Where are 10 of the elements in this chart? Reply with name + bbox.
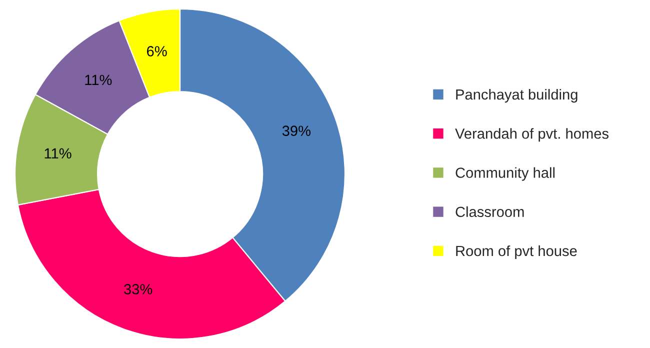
legend-label: Verandah of pvt. homes (455, 128, 609, 142)
data-label: 39% (282, 126, 311, 136)
data-label: 11% (85, 74, 112, 86)
legend-label: Panchayat building (456, 88, 578, 103)
legend-label: Classroom (456, 206, 524, 218)
data-label: 11% (44, 148, 72, 158)
data-label: 33% (124, 284, 152, 294)
legend-label: Room of pvt house (456, 245, 577, 260)
legend-label: Community hall (456, 167, 555, 181)
data-label: 6% (147, 46, 167, 56)
